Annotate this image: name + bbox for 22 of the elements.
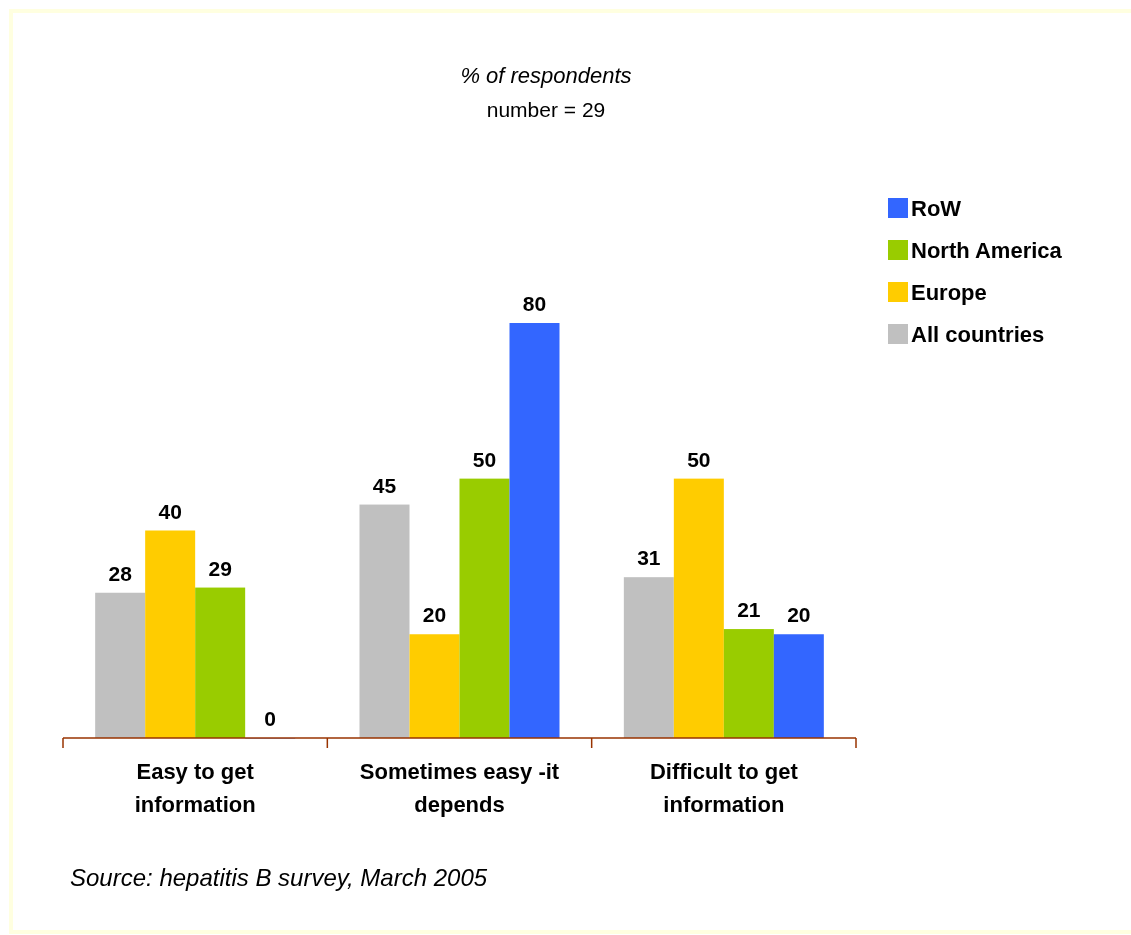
legend-label: Europe (911, 280, 987, 305)
data-label: 20 (787, 603, 811, 627)
x-tick-label: Difficult to get information (649, 759, 799, 817)
x-tick-label: Sometimes easy -it depends (359, 759, 560, 817)
x-tick-label: Easy to get information (134, 759, 256, 817)
data-label: 29 (208, 556, 232, 580)
chart-title: % of respondents (460, 63, 632, 88)
data-label: 21 (737, 598, 761, 622)
legend-label: All countries (911, 322, 1045, 347)
chart-subtitle: number = 29 (486, 98, 606, 121)
source-note: Source: hepatitis B survey, March 2005 (70, 864, 488, 891)
data-label: 0 (264, 707, 277, 730)
data-label: 20 (422, 603, 447, 627)
data-label: 31 (637, 546, 661, 570)
data-label: 50 (472, 447, 497, 471)
data-label: 45 (372, 473, 397, 497)
data-label: 50 (687, 447, 711, 471)
data-label: 28 (108, 561, 133, 585)
legend-label: North America (911, 238, 1063, 263)
data-label: 40 (158, 499, 182, 523)
legend-label: RoW (911, 196, 962, 221)
data-label: 80 (522, 292, 547, 315)
